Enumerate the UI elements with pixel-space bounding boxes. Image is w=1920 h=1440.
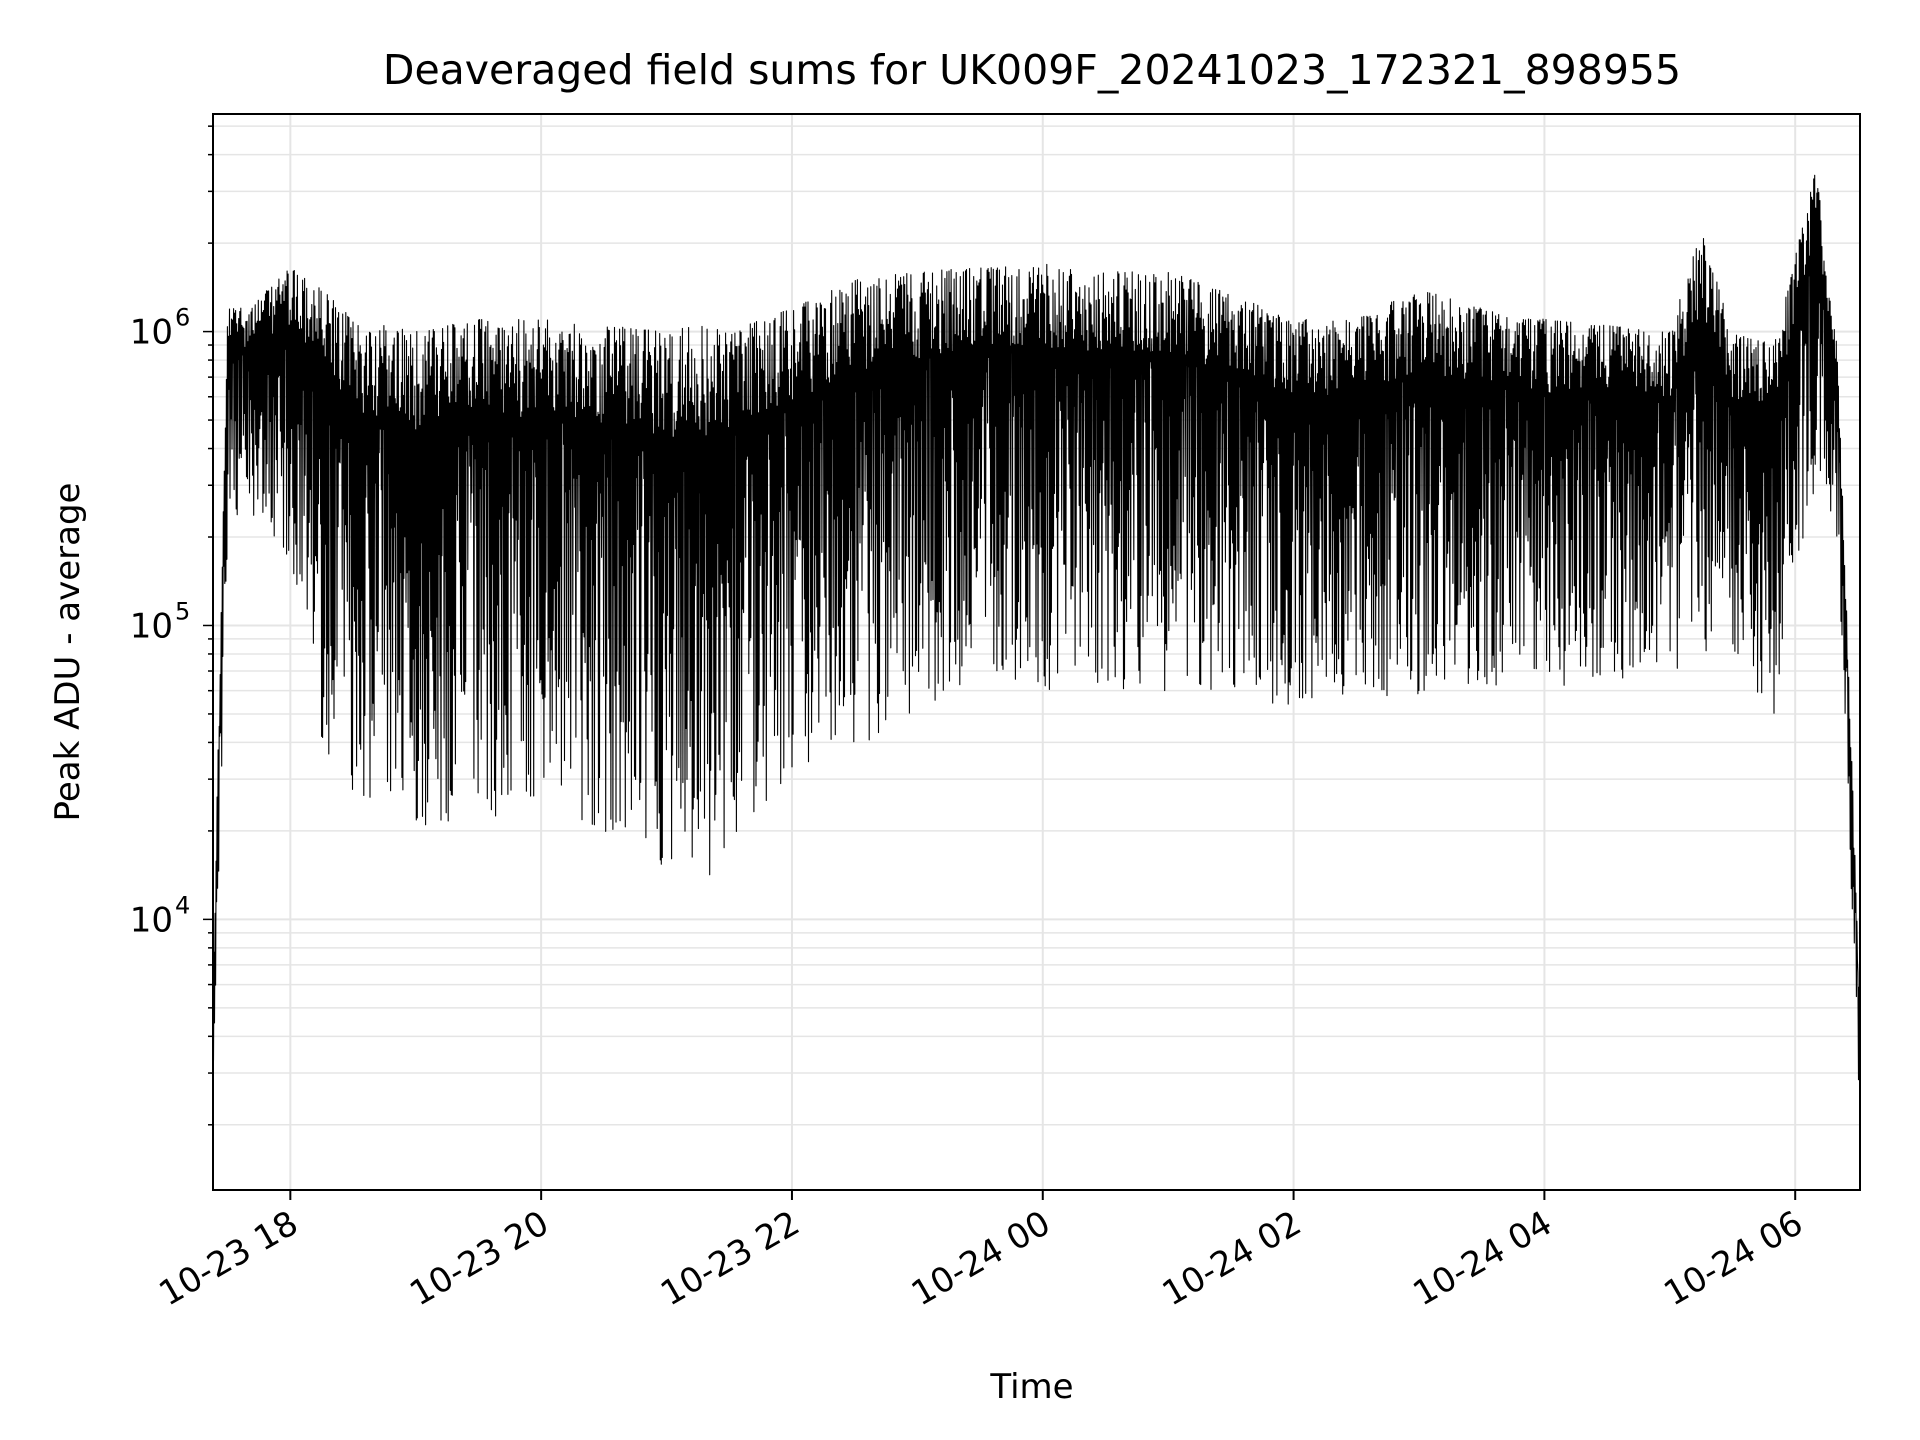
- y-tick-exponent: 6: [175, 304, 190, 332]
- x-axis-label: Time: [989, 1367, 1073, 1407]
- data-layer: [212, 174, 1861, 1154]
- y-tick-label: 10 6: [130, 304, 191, 353]
- y-axis-label: Peak ADU - average: [48, 483, 88, 822]
- y-tick-base: 10: [130, 900, 173, 940]
- plot-frame: [212, 113, 1861, 1191]
- y-tick-base: 10: [130, 606, 173, 646]
- grid: [213, 114, 1860, 1190]
- series-line: [212, 174, 1861, 1154]
- chart-title: Deaveraged field sums for UK009F_2024102…: [383, 46, 1681, 94]
- y-tick-label: 10 5: [130, 597, 191, 646]
- y-tick-exponent: 4: [175, 891, 190, 919]
- y-tick-exponent: 5: [175, 597, 190, 625]
- y-tick-label: 10 4: [130, 891, 191, 940]
- y-tick-base: 10: [130, 313, 173, 353]
